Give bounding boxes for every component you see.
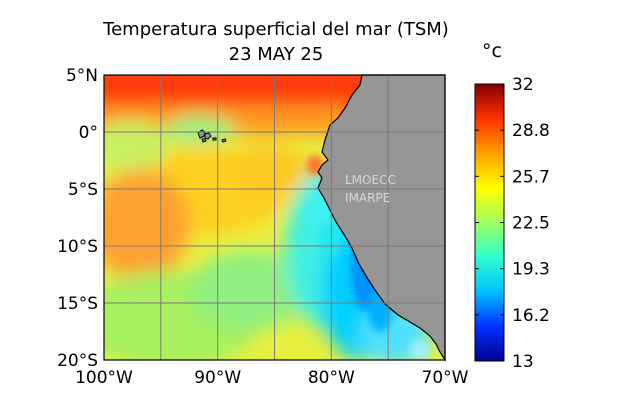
colorbar-tick-label: 16.2 bbox=[512, 306, 550, 326]
latitude-tick-label: 5°N bbox=[66, 66, 98, 86]
longitude-tick-label: 100°W bbox=[75, 368, 133, 388]
land-mass bbox=[317, 74, 446, 363]
longitude-tick-label: 80°W bbox=[308, 368, 355, 388]
map-frame bbox=[103, 74, 446, 361]
map-title: Temperatura superficial del mar (TSM) bbox=[103, 19, 449, 40]
colorbar-tick-label: 28.8 bbox=[512, 121, 550, 141]
colorbar-ticks: 32 28.8 25.7 22.5 19.3 16.2 13 bbox=[475, 75, 550, 372]
latitude-tick-label: 20°S bbox=[57, 351, 98, 371]
map-date: 23 MAY 25 bbox=[228, 44, 324, 65]
longitude-tick-label: 90°W bbox=[194, 368, 241, 388]
latitude-tick-label: 15°S bbox=[57, 294, 98, 314]
longitude-axis: 100°W 90°W 80°W 70°W bbox=[75, 368, 469, 388]
galapagos-islands bbox=[197, 129, 227, 143]
colorbar-tick-label: 32 bbox=[512, 75, 534, 95]
colorbar-tick-label: 19.3 bbox=[512, 260, 550, 280]
colorbar-unit: °c bbox=[482, 40, 502, 62]
watermark-imarpe: IMARPE bbox=[345, 191, 390, 205]
latitude-tick-label: 10°S bbox=[57, 237, 98, 257]
latitude-tick-label: 0° bbox=[79, 123, 98, 143]
colorbar-tick-label: 25.7 bbox=[512, 167, 550, 187]
watermark-lmoecc: LMOECC bbox=[345, 173, 396, 187]
latitude-axis: 5°N 0° 5°S 10°S 15°S 20°S bbox=[57, 66, 98, 371]
colorbar bbox=[474, 83, 505, 362]
colorbar-tick-label: 22.5 bbox=[512, 214, 550, 234]
colorbar-tick-label: 13 bbox=[512, 352, 534, 372]
longitude-tick-label: 70°W bbox=[422, 368, 469, 388]
latitude-tick-label: 5°S bbox=[68, 180, 98, 200]
